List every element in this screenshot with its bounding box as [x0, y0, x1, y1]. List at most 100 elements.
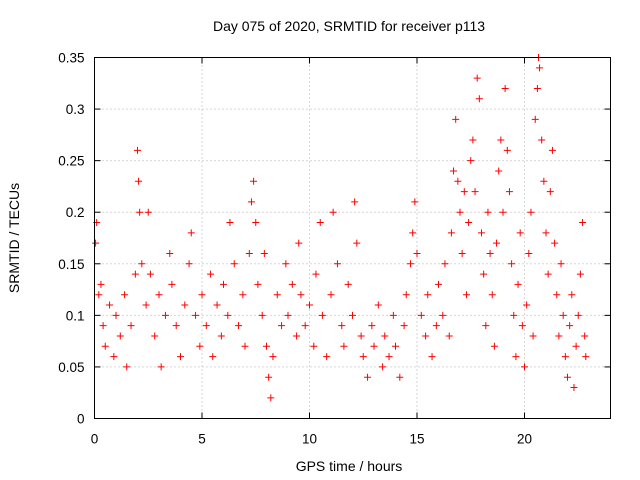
- data-point: [475, 95, 483, 103]
- data-point: [121, 291, 129, 299]
- data-point: [417, 311, 425, 319]
- data-point: [392, 342, 399, 350]
- data-point: [542, 229, 550, 237]
- data-point: [400, 322, 408, 330]
- data-point: [454, 177, 462, 185]
- data-point: [239, 291, 247, 299]
- data-point: [456, 208, 464, 216]
- data-point: [411, 198, 419, 206]
- data-point: [525, 249, 533, 257]
- data-point: [177, 353, 184, 361]
- data-point: [99, 322, 107, 330]
- data-point: [473, 74, 481, 82]
- data-point: [561, 353, 569, 361]
- data-point: [512, 353, 520, 361]
- data-point: [551, 239, 559, 247]
- data-point: [187, 229, 195, 237]
- data-point: [157, 363, 165, 371]
- y-tick-label: 0.15: [58, 257, 84, 272]
- data-point: [151, 332, 159, 340]
- data-point: [566, 322, 574, 330]
- data-point: [278, 322, 286, 330]
- data-point: [447, 229, 455, 237]
- data-point: [536, 64, 544, 72]
- data-point: [235, 322, 243, 330]
- x-axis-title: GPS time / hours: [296, 458, 403, 474]
- y-tick-label: 0.35: [58, 51, 84, 66]
- data-point: [327, 291, 335, 299]
- x-tick-label: 0: [91, 432, 99, 447]
- data-point: [97, 280, 105, 288]
- data-point: [146, 270, 154, 278]
- data-point: [546, 188, 554, 196]
- y-tick-label: 0: [77, 412, 85, 427]
- data-point: [480, 270, 488, 278]
- data-point: [531, 115, 539, 123]
- x-tick-label: 15: [409, 432, 424, 447]
- data-point: [458, 249, 466, 257]
- data-point: [441, 260, 449, 268]
- data-point: [503, 146, 511, 154]
- data-point: [338, 322, 346, 330]
- data-point: [370, 342, 378, 350]
- data-point: [364, 373, 372, 381]
- data-point: [529, 332, 537, 340]
- data-point: [368, 322, 376, 330]
- data-point: [564, 373, 571, 381]
- data-point: [168, 280, 176, 288]
- data-point: [495, 167, 503, 175]
- data-point: [207, 270, 215, 278]
- data-point: [269, 353, 277, 361]
- data-point: [254, 280, 262, 288]
- data-point: [469, 136, 477, 144]
- x-tick-label: 5: [198, 432, 206, 447]
- data-point: [538, 136, 546, 144]
- data-point: [407, 260, 415, 268]
- x-tick-label: 20: [517, 432, 532, 447]
- data-point: [523, 301, 531, 309]
- data-point: [297, 291, 305, 299]
- data-point: [293, 332, 301, 340]
- data-point: [161, 311, 169, 319]
- data-point: [379, 363, 387, 371]
- data-point: [572, 342, 580, 350]
- data-point: [333, 260, 341, 268]
- data-point: [510, 311, 518, 319]
- data-point: [323, 353, 331, 361]
- data-point: [95, 291, 103, 299]
- data-point: [439, 311, 447, 319]
- data-point: [131, 270, 139, 278]
- y-tick-label: 0.25: [58, 154, 84, 169]
- data-point: [144, 208, 152, 216]
- data-point: [284, 311, 292, 319]
- data-point: [521, 363, 528, 371]
- data-point: [198, 291, 206, 299]
- data-point: [106, 301, 114, 309]
- data-point: [574, 311, 582, 319]
- data-point: [245, 249, 253, 257]
- data-point: [134, 146, 141, 154]
- data-point: [497, 136, 505, 144]
- data-point: [185, 260, 193, 268]
- data-point: [422, 332, 430, 340]
- data-point: [428, 353, 436, 361]
- data-point: [486, 249, 494, 257]
- data-point: [224, 311, 232, 319]
- data-point: [424, 291, 432, 299]
- data-point: [172, 322, 180, 330]
- data-point: [202, 322, 210, 330]
- data-point: [138, 260, 146, 268]
- data-point: [267, 394, 275, 402]
- x-axis: 0 5 10 15 20: [91, 57, 532, 447]
- data-point: [344, 280, 352, 288]
- y-tick-label: 0.3: [66, 102, 85, 117]
- data-point: [508, 260, 516, 268]
- data-point: [310, 342, 318, 350]
- data-point: [213, 301, 221, 309]
- data-point: [258, 311, 266, 319]
- data-point: [544, 270, 552, 278]
- data-point: [192, 311, 200, 319]
- plot-frame: [94, 57, 611, 419]
- data-point: [357, 332, 365, 340]
